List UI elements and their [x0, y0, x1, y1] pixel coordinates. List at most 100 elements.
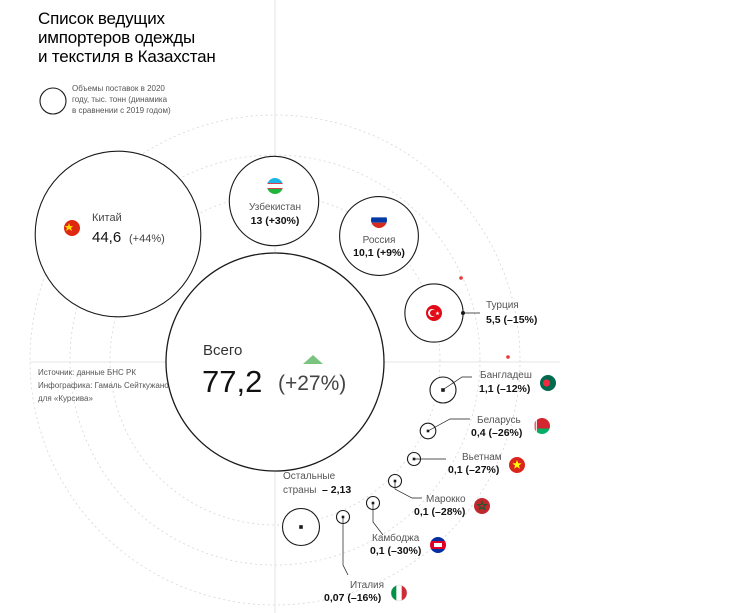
- source-line-3: для «Курсива»: [38, 394, 93, 403]
- italy-value-number: 0,07: [324, 592, 345, 604]
- china-group: Китай 44,6 (+44%): [64, 212, 165, 246]
- others-group: Остальные страны – 2,13: [283, 471, 351, 496]
- total-value: 77,2: [202, 364, 262, 399]
- bangladesh-value: 1,1 (–12%): [479, 383, 530, 395]
- uzbekistan-value-number: 13: [251, 215, 263, 227]
- cambodia-flag-icon: [430, 537, 446, 553]
- total-bubble: [165, 252, 385, 472]
- china-bubble: [34, 150, 202, 318]
- russia-bubble: [339, 196, 419, 276]
- belarus-group: Беларусь 0,4 (–26%): [427, 415, 550, 439]
- belarus-leader: [427, 418, 470, 432]
- belarus-value-number: 0,4: [471, 427, 486, 439]
- decor-dot-1: [459, 276, 463, 280]
- italy-change: (–16%): [347, 592, 381, 604]
- russia-change: (+9%): [377, 247, 405, 259]
- others-value: – 2,13: [322, 484, 351, 496]
- bubble-marks: [34, 150, 464, 547]
- morocco-leader: [394, 482, 422, 499]
- bangladesh-value-number: 1,1: [479, 383, 494, 395]
- others-label-line-1: Остальные: [283, 471, 336, 482]
- uzbekistan-value: 13 (+30%): [251, 215, 300, 227]
- italy-label: Италия: [350, 580, 384, 591]
- vietnam-label: Вьетнам: [462, 452, 502, 463]
- turkey-value: 5,5 (–15%): [486, 314, 537, 326]
- morocco-group: Марокко 0,1 (–28%): [394, 482, 490, 518]
- chart-title: Список ведущих импортеров одежды и текст…: [38, 9, 216, 66]
- source-line-1: Источник: данные БНС РК: [38, 368, 136, 377]
- others-label: Остальные страны: [283, 471, 338, 496]
- italy-leader: [342, 518, 349, 576]
- china-label: Китай: [92, 212, 122, 224]
- legend-note-line-1: Объемы поставок в 2020: [72, 84, 165, 93]
- source-note: Источник: данные БНС РК Инфографика: Гам…: [38, 368, 175, 403]
- uzbekistan-flag-icon: [267, 178, 283, 194]
- chart-title-line-1: Список ведущих: [38, 9, 166, 28]
- total-label: Всего: [203, 342, 242, 359]
- uzbekistan-change: (+30%): [265, 215, 299, 227]
- uzbekistan-bubble: [228, 155, 320, 247]
- bangladesh-label: Бангладеш: [480, 370, 532, 381]
- russia-value-number: 10,1: [353, 247, 374, 259]
- cambodia-value-number: 0,1: [370, 545, 385, 557]
- italy-value: 0,07 (–16%): [324, 592, 381, 604]
- morocco-flag-icon: [474, 498, 490, 514]
- chart-title-line-2: импортеров одежды: [38, 28, 195, 47]
- russia-label: Россия: [363, 235, 396, 246]
- turkey-value-number: 5,5: [486, 314, 501, 326]
- uzbekistan-label: Узбекистан: [249, 201, 301, 213]
- cambodia-leader: [372, 504, 384, 536]
- others-bubble-center: [299, 525, 303, 529]
- cambodia-label: Камбоджа: [372, 532, 420, 544]
- italy-flag-icon: [390, 584, 408, 602]
- vietnam-value: 0,1 (–27%): [448, 464, 499, 476]
- cambodia-group: Камбоджа 0,1 (–30%): [370, 504, 446, 557]
- russia-value: 10,1 (+9%): [353, 247, 405, 259]
- turkey-group: Турция 5,5 (–15%): [426, 300, 537, 326]
- morocco-label: Марокко: [426, 494, 466, 505]
- russia-group: Россия 10,1 (+9%): [353, 212, 405, 259]
- cambodia-value: 0,1 (–30%): [370, 545, 421, 557]
- guide-ring-inner: [109, 194, 441, 526]
- china-flag-icon: [64, 220, 80, 236]
- legend-note-line-3: в сравнении с 2019 годом): [72, 106, 171, 115]
- belarus-change: (–26%): [489, 427, 523, 439]
- morocco-value-number: 0,1: [414, 506, 429, 518]
- guide-ring-outer: [29, 114, 521, 606]
- russia-flag-icon: [371, 212, 387, 228]
- turkey-change: (–15%): [504, 314, 538, 326]
- vietnam-bubble-center: [412, 457, 416, 461]
- cambodia-bubble-center: [371, 501, 375, 505]
- others-label-line-2: страны: [283, 485, 316, 496]
- belarus-value: 0,4 (–26%): [471, 427, 522, 439]
- vietnam-value-number: 0,1: [448, 464, 463, 476]
- italy-group: Италия 0,07 (–16%): [324, 518, 408, 604]
- legend-note-line-2: году, тыс. тонн (динамика: [72, 95, 168, 104]
- vietnam-group: Вьетнам 0,1 (–27%): [415, 452, 525, 476]
- china-value: 44,6: [92, 229, 121, 246]
- chart-title-line-3: и текстиля в Казахстан: [38, 47, 216, 66]
- china-change: (+44%): [129, 233, 165, 245]
- uzbekistan-group: Узбекистан 13 (+30%): [249, 178, 301, 227]
- bangladesh-leader: [443, 376, 472, 390]
- vietnam-flag-icon: [509, 457, 525, 473]
- italy-bubble-center: [341, 515, 345, 519]
- morocco-bubble-center: [393, 479, 397, 483]
- belarus-label: Беларусь: [477, 415, 521, 426]
- source-line-2: Инфографика: Гамаль Сейткужанов: [38, 381, 173, 390]
- vietnam-change: (–27%): [466, 464, 500, 476]
- decor-dot-2: [506, 355, 510, 359]
- morocco-value: 0,1 (–28%): [414, 506, 465, 518]
- total-group: Всего 77,2 (+27%): [202, 342, 346, 399]
- bangladesh-group: Бангладеш 1,1 (–12%): [443, 370, 556, 395]
- turkey-flag-icon: [426, 305, 442, 321]
- legend-circle: [39, 87, 67, 115]
- bangladesh-change: (–12%): [497, 383, 531, 395]
- cambodia-change: (–30%): [388, 545, 422, 557]
- turkey-marker: [461, 311, 465, 315]
- belarus-flag-icon: [534, 418, 550, 434]
- growth-triangle-icon: [303, 355, 323, 364]
- bangladesh-bubble-center: [441, 388, 445, 392]
- turkey-label: Турция: [486, 300, 519, 311]
- morocco-change: (–28%): [432, 506, 466, 518]
